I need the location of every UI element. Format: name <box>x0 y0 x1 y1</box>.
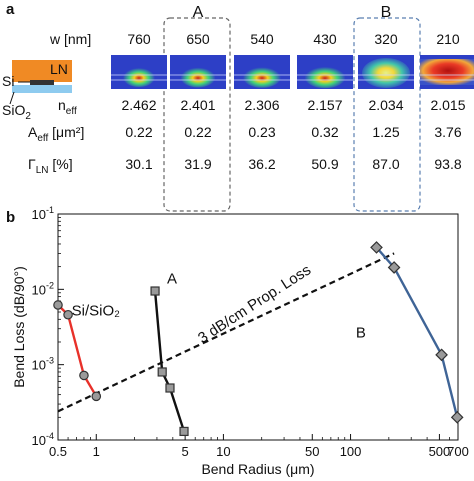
mode-profile-4 <box>358 55 414 89</box>
gamma-value-1: 31.9 <box>184 156 211 172</box>
x-tick-label-3: 10 <box>216 444 230 459</box>
series-1-point-1 <box>157 367 167 377</box>
neff-value-2: 2.306 <box>244 97 279 113</box>
series-2-point-0 <box>370 241 383 254</box>
y-axis-label: Bend Loss (dB/90°) <box>11 266 27 388</box>
neff-value-4: 2.034 <box>368 97 403 113</box>
row-label-aeff: Aeff [μm²] <box>28 124 84 144</box>
neff-value-3: 2.157 <box>307 97 342 113</box>
series-0-point-3 <box>91 391 102 402</box>
y-tick-label-0: 10-4 <box>32 431 54 448</box>
mode-profile-1 <box>170 55 226 89</box>
mode-profile-0 <box>111 55 167 89</box>
panel-a: a A B w [nm] 760 650 540 430 320 210 LN Si Si… <box>2 1 474 212</box>
series-0-point-1 <box>63 309 73 320</box>
mode-profiles <box>111 55 474 89</box>
gamma-value-3: 50.9 <box>311 156 338 172</box>
width-value-3: 430 <box>313 31 337 47</box>
ln-label: LN <box>50 61 68 77</box>
gamma-values: 30.1 31.9 36.2 50.9 87.0 93.8 <box>125 156 461 172</box>
neff-value-5: 2.015 <box>430 97 465 113</box>
series-2-point-2 <box>435 348 448 362</box>
neff-value-0: 2.462 <box>121 97 156 113</box>
x-tick-label-1: 1 <box>93 444 100 459</box>
width-value-0: 760 <box>127 31 151 47</box>
series-label-b: B <box>356 324 366 341</box>
neff-values: 2.462 2.401 2.306 2.157 2.034 2.015 <box>121 97 465 113</box>
reference-line-label: 3 dB/cm Prop. Loss <box>195 261 314 347</box>
aeff-value-4: 1.25 <box>372 124 399 140</box>
row-label-gamma: ΓLN [%] <box>28 156 73 176</box>
series-0-point-0 <box>53 300 63 310</box>
width-value-2: 540 <box>250 31 274 47</box>
mode-profile-5 <box>420 55 474 89</box>
series-2-line <box>375 246 459 418</box>
series-2 <box>370 241 464 424</box>
series-label-a: A <box>167 270 177 287</box>
panel-b-label: b <box>6 209 15 226</box>
aeff-values: 0.22 0.22 0.23 0.32 1.25 3.76 <box>125 124 461 140</box>
sio2-label: SiO2 <box>2 102 31 122</box>
gamma-value-2: 36.2 <box>248 156 275 172</box>
x-tick-label-5: 100 <box>340 444 362 459</box>
neff-value-1: 2.401 <box>180 97 215 113</box>
width-values: 760 650 540 430 320 210 <box>127 31 460 47</box>
series-0 <box>53 300 102 402</box>
group-box-b <box>353 17 421 212</box>
series-label-sio2: Si/SiO₂ <box>72 302 121 319</box>
ln-layer <box>12 60 72 82</box>
series-layer <box>53 241 464 437</box>
row-label-neff: neff <box>58 97 77 117</box>
aeff-value-0: 0.22 <box>125 124 152 140</box>
reference-line-path <box>57 252 395 413</box>
aeff-value-5: 3.76 <box>434 124 461 140</box>
panel-a-label: a <box>6 1 15 18</box>
reference-line <box>57 252 395 413</box>
y-tick-label-1: 10-3 <box>32 356 54 373</box>
sio2-pointer <box>9 91 15 105</box>
width-value-1: 650 <box>186 31 210 47</box>
x-tick-label-7: 700 <box>447 444 469 459</box>
mode-profile-2 <box>234 55 290 89</box>
x-tick-label-6: 500 <box>429 444 451 459</box>
series-2-point-1 <box>387 261 401 274</box>
x-tick-label-2: 5 <box>182 444 189 459</box>
gamma-value-4: 87.0 <box>372 156 399 172</box>
series-2-point-3 <box>450 410 464 424</box>
series-1-point-2 <box>165 383 175 393</box>
gamma-value-0: 30.1 <box>125 156 152 172</box>
y-tick-label-3: 10-1 <box>32 205 54 222</box>
group-label-b: B <box>381 4 392 21</box>
group-box-a <box>163 17 231 212</box>
series-1-point-3 <box>179 426 189 437</box>
annotations: Si/SiO₂ A B 3 dB/cm Prop. Loss <box>72 261 366 347</box>
sio2-layer <box>12 85 72 93</box>
series-1 <box>150 286 189 437</box>
mode-profile-3 <box>297 55 353 89</box>
x-axis-label: Bend Radius (μm) <box>201 461 314 477</box>
y-tick-label-2: 10-2 <box>32 280 54 297</box>
waveguide-schematic: LN Si SiO2 <box>2 60 72 122</box>
series-0-line <box>57 304 98 397</box>
x-tick-label-4: 50 <box>305 444 319 459</box>
gamma-value-5: 93.8 <box>434 156 461 172</box>
group-label-a: A <box>193 4 204 21</box>
x-tick-label-0: 0.5 <box>49 444 67 459</box>
aeff-value-3: 0.32 <box>311 124 338 140</box>
width-header: w [nm] <box>49 31 91 47</box>
si-core <box>30 80 54 85</box>
width-value-5: 210 <box>436 31 460 47</box>
series-0-point-2 <box>79 370 89 381</box>
aeff-value-2: 0.23 <box>248 124 275 140</box>
aeff-value-1: 0.22 <box>184 124 211 140</box>
series-1-line <box>153 290 186 432</box>
plot-frame <box>57 213 459 441</box>
width-value-4: 320 <box>374 31 398 47</box>
series-1-point-0 <box>150 286 160 296</box>
si-label: Si <box>2 73 14 89</box>
